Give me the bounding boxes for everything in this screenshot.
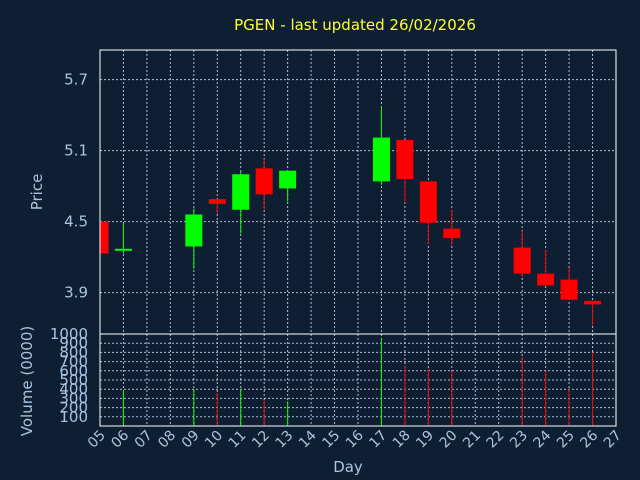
candle-body	[372, 137, 390, 182]
candle	[114, 223, 132, 254]
candle	[232, 170, 250, 234]
day-tick-label: 11	[226, 428, 250, 452]
candle-body	[232, 174, 250, 210]
volume-frame	[99, 333, 617, 427]
volume-tick-label: 1000	[50, 325, 88, 343]
candle	[419, 181, 437, 245]
day-tick-label: 25	[554, 428, 578, 452]
candle-body	[279, 170, 297, 189]
candle	[584, 300, 602, 326]
candle	[537, 249, 555, 286]
day-tick-label: 19	[413, 428, 437, 452]
volume-axis-label: Volume (0000)	[18, 326, 36, 436]
candle	[279, 170, 297, 202]
candle	[372, 106, 390, 185]
volume-tick-label: 600	[59, 362, 88, 380]
day-tick-label: 06	[108, 427, 132, 451]
candle-body	[114, 248, 132, 251]
day-tick-label: 14	[296, 427, 320, 451]
volume-tick-label: 900	[59, 334, 88, 352]
candle	[185, 208, 203, 269]
candle-body	[185, 214, 203, 247]
price-axis-label: Price	[28, 174, 46, 211]
volume-tick-label: 500	[59, 371, 88, 389]
price-panel: 3.9 4.5 5.1 5.7	[64, 49, 617, 335]
day-tick-label: 22	[484, 428, 508, 452]
day-tick-label: 21	[460, 428, 484, 452]
day-tick-label: 10	[202, 428, 226, 452]
candle	[255, 158, 273, 210]
candle	[208, 199, 226, 214]
chart-title: PGEN - last updated 26/02/2026	[234, 16, 476, 34]
candle-body	[255, 168, 273, 195]
candle-body	[100, 221, 109, 254]
volume-tick-label: 100	[59, 408, 88, 426]
day-tick-label: 26	[577, 427, 601, 451]
day-tick-label: 17	[366, 428, 390, 452]
day-tick-label: 15	[319, 428, 343, 452]
candle-body	[208, 199, 226, 204]
candle-body	[396, 139, 414, 179]
candle-body	[513, 247, 531, 274]
day-tick-label: 12	[249, 428, 273, 452]
candle-body	[419, 181, 437, 223]
volume-tick-label: 700	[59, 353, 88, 371]
candle-body	[537, 273, 555, 286]
volume-tick-label: 200	[59, 399, 88, 417]
candle	[513, 231, 531, 278]
volume-tick-label: 800	[59, 343, 88, 361]
price-tick-label: 4.5	[64, 213, 88, 231]
candle-body	[560, 279, 578, 300]
candle	[560, 267, 578, 300]
candle	[443, 209, 461, 246]
volume-tick-label: 300	[59, 389, 88, 407]
day-tick-label: 05	[85, 428, 109, 452]
candle-body	[584, 300, 602, 305]
day-tick-label: 09	[179, 428, 203, 452]
candle	[99, 221, 109, 254]
day-tick-label: 16	[343, 427, 367, 451]
day-tick-label: 13	[273, 428, 297, 452]
day-tick-label: 18	[390, 428, 414, 452]
candle-body	[443, 228, 461, 239]
day-tick-label: 23	[507, 428, 531, 452]
day-tick-label: 07	[132, 428, 156, 452]
price-tick-label: 5.7	[64, 71, 88, 89]
candle	[396, 139, 414, 203]
day-axis-label: Day	[333, 458, 363, 476]
volume-tick-label: 400	[59, 380, 88, 398]
day-tick-label: 27	[601, 428, 625, 452]
day-tick-label: 08	[155, 428, 179, 452]
price-tick-label: 3.9	[64, 284, 88, 302]
day-tick-label: 24	[531, 427, 555, 451]
price-tick-label: 5.1	[64, 142, 88, 160]
day-tick-label: 20	[437, 428, 461, 452]
